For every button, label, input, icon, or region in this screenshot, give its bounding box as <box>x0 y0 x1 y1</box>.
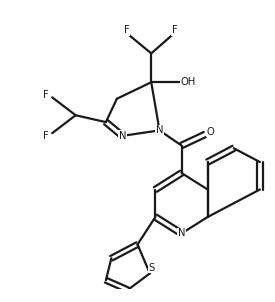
Text: F: F <box>172 25 177 35</box>
Text: S: S <box>148 263 154 273</box>
Text: N: N <box>156 125 163 135</box>
Text: O: O <box>207 127 214 137</box>
Text: F: F <box>43 90 48 100</box>
Text: N: N <box>178 229 185 239</box>
Text: OH: OH <box>181 77 196 87</box>
Text: F: F <box>124 25 129 35</box>
Text: N: N <box>119 131 126 141</box>
Text: F: F <box>43 131 48 141</box>
